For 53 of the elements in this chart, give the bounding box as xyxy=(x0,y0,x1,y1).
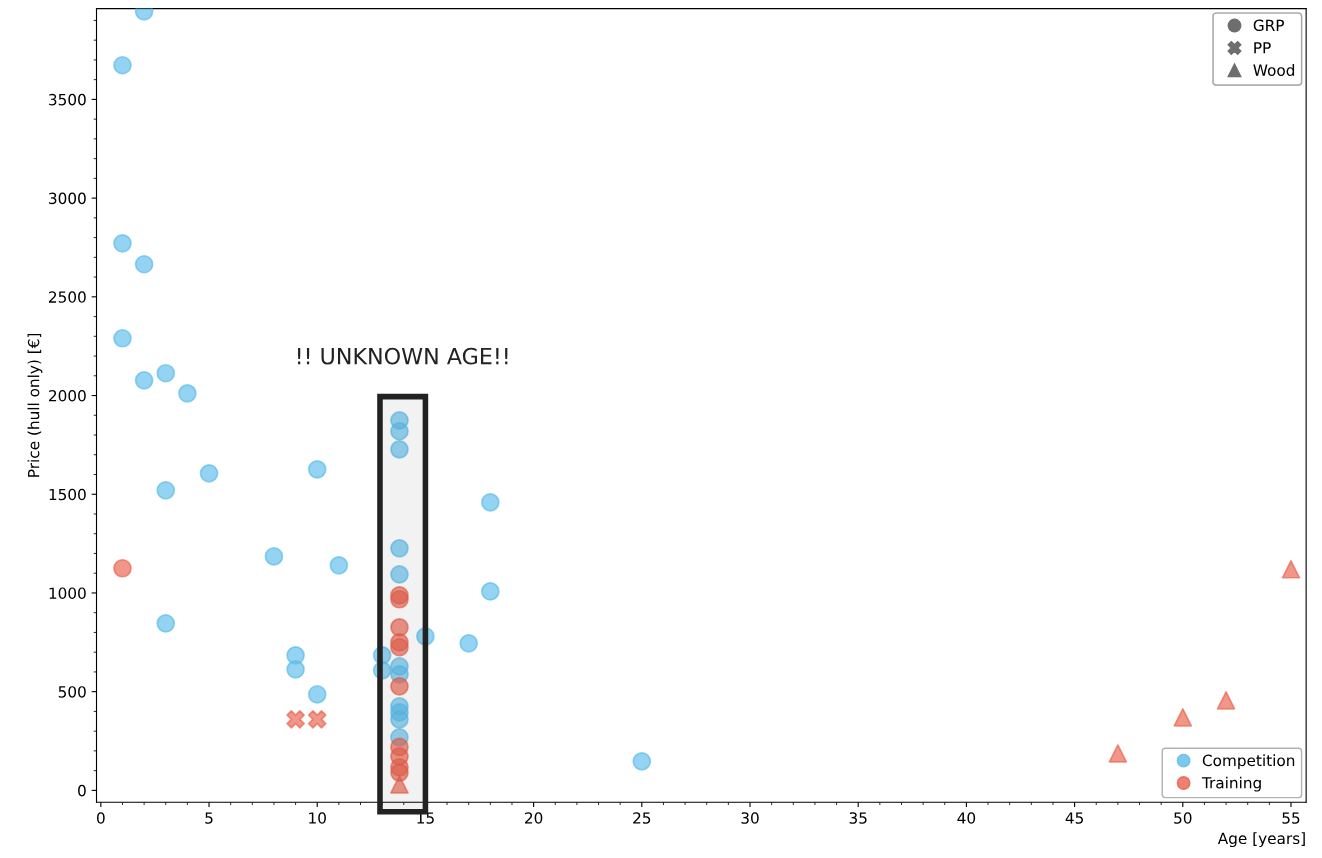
x-tick-label: 0 xyxy=(96,812,105,824)
x-tick-label: 30 xyxy=(741,812,759,824)
point xyxy=(199,463,219,483)
annotation: Wood xyxy=(1253,64,1295,76)
y-tick-label: 3500 xyxy=(49,93,86,106)
point xyxy=(480,582,500,601)
point xyxy=(156,614,176,633)
point xyxy=(632,752,652,771)
x-tick-label: 45 xyxy=(1065,812,1083,824)
legend-label: Competition xyxy=(1202,754,1295,770)
point xyxy=(1108,744,1128,763)
point xyxy=(480,493,500,512)
point xyxy=(1173,707,1193,727)
annotation: PP xyxy=(1254,42,1271,54)
y-tick-label: 1000 xyxy=(49,587,86,599)
x-tick-label: 10 xyxy=(309,812,326,824)
y-tick-label: 500 xyxy=(58,686,86,698)
point xyxy=(286,660,305,679)
y-axis-title: Price (hull only) [€] xyxy=(27,333,43,477)
point xyxy=(156,363,176,383)
point xyxy=(156,480,176,500)
x-tick-label: 55 xyxy=(1282,812,1300,824)
point xyxy=(286,709,305,729)
y-tick-label: 2000 xyxy=(49,390,86,402)
point xyxy=(1216,691,1236,710)
y-tick-label: 0 xyxy=(78,784,86,797)
x-tick-label: 5 xyxy=(205,812,213,824)
point xyxy=(113,233,132,253)
x-tick-label: 50 xyxy=(1174,812,1192,824)
point xyxy=(264,547,284,566)
annotation: GRP xyxy=(1253,19,1284,32)
x-tick-label: 35 xyxy=(849,812,867,824)
point xyxy=(113,558,132,578)
point xyxy=(134,370,154,390)
point xyxy=(113,55,132,75)
legend-label: Training xyxy=(1201,776,1261,792)
point xyxy=(1281,559,1301,579)
point xyxy=(113,328,132,348)
point xyxy=(329,555,349,575)
x-axis-title: Age [years] xyxy=(1217,832,1305,848)
band-label: !! UNKNOWN AGE!! xyxy=(298,347,508,365)
y-tick-label: 3000 xyxy=(49,192,86,205)
point xyxy=(459,633,479,653)
x-tick-label: 25 xyxy=(633,812,651,824)
x-tick-label: 20 xyxy=(525,812,543,824)
y-tick-label: 1500 xyxy=(49,488,86,501)
point xyxy=(178,384,197,403)
point xyxy=(307,460,327,479)
point xyxy=(307,685,327,704)
point xyxy=(134,254,154,274)
y-tick-label: 2500 xyxy=(49,291,86,303)
point xyxy=(307,709,327,729)
x-tick-label: 40 xyxy=(957,812,976,824)
